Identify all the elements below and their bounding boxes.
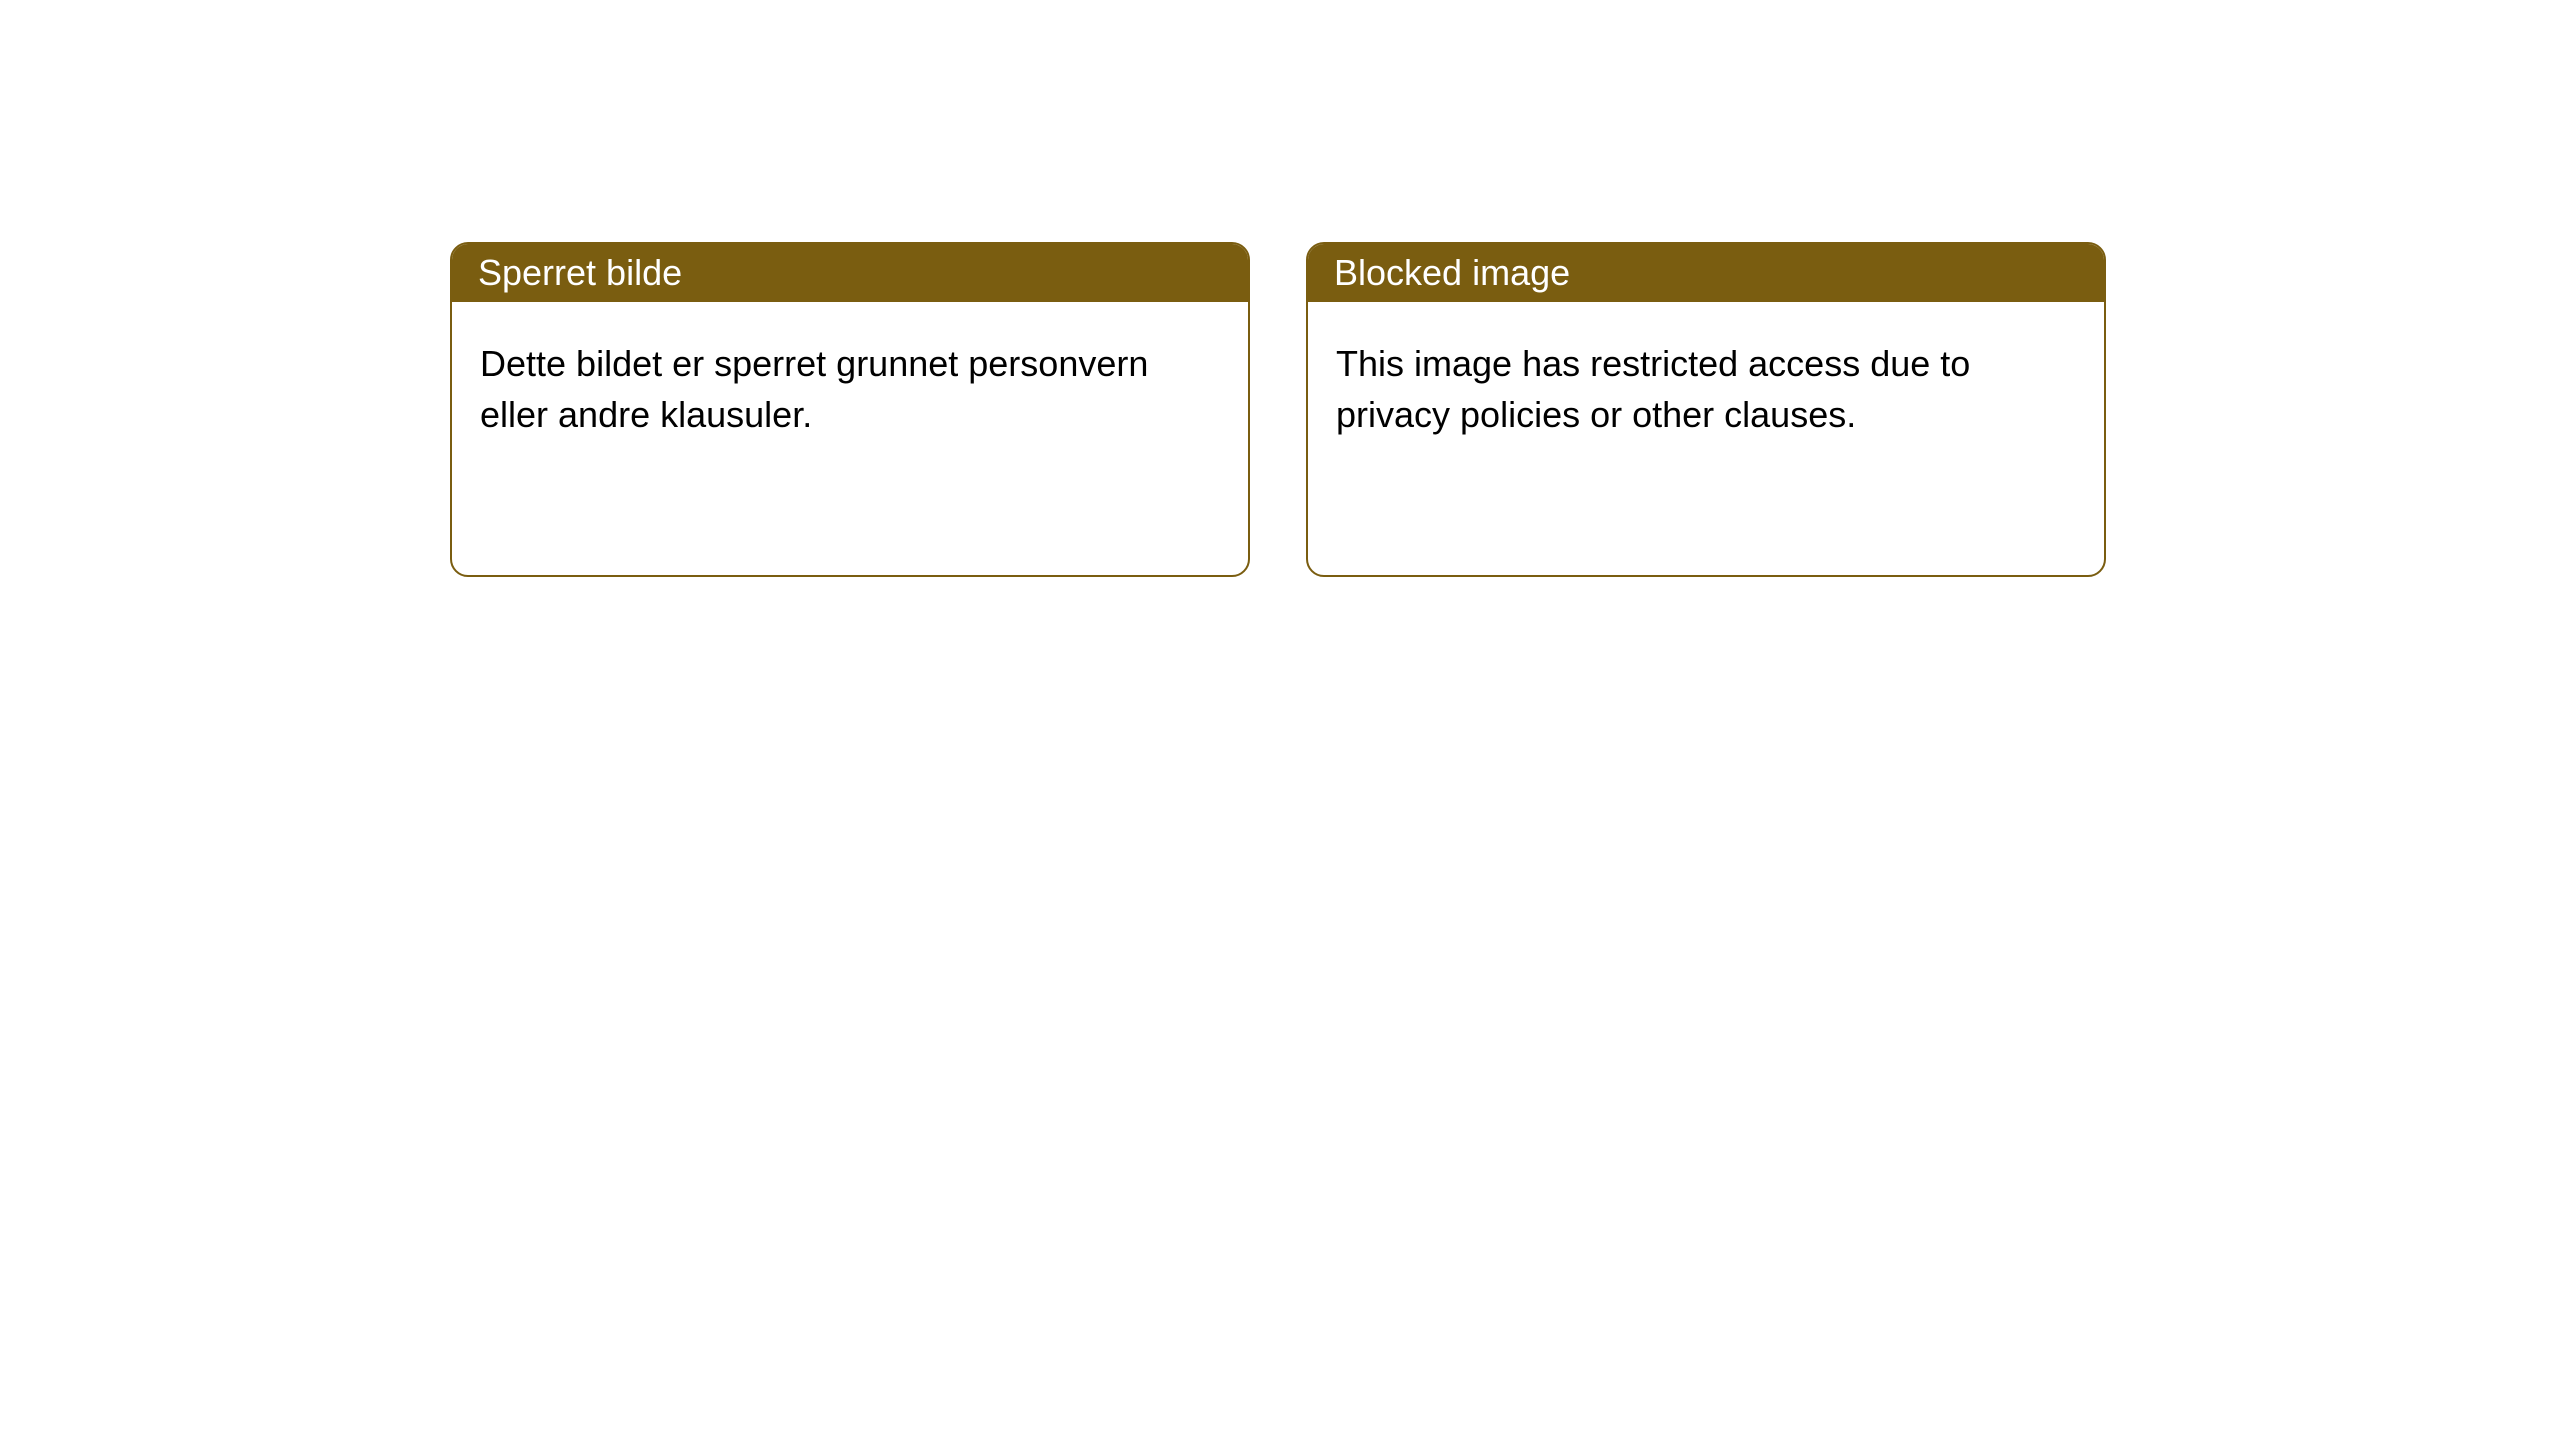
notice-card-no: Sperret bilde Dette bildet er sperret gr… bbox=[450, 242, 1250, 577]
notice-card-header-no: Sperret bilde bbox=[452, 244, 1248, 302]
notice-body-en: This image has restricted access due to … bbox=[1308, 302, 2104, 476]
notice-title-no: Sperret bilde bbox=[478, 252, 682, 294]
notice-card-header-en: Blocked image bbox=[1308, 244, 2104, 302]
notice-title-en: Blocked image bbox=[1334, 252, 1570, 294]
notice-text-en: This image has restricted access due to … bbox=[1336, 343, 1970, 435]
notice-text-no: Dette bildet er sperret grunnet personve… bbox=[480, 343, 1148, 435]
notice-card-en: Blocked image This image has restricted … bbox=[1306, 242, 2106, 577]
notice-body-no: Dette bildet er sperret grunnet personve… bbox=[452, 302, 1248, 476]
notice-container: Sperret bilde Dette bildet er sperret gr… bbox=[450, 242, 2106, 577]
